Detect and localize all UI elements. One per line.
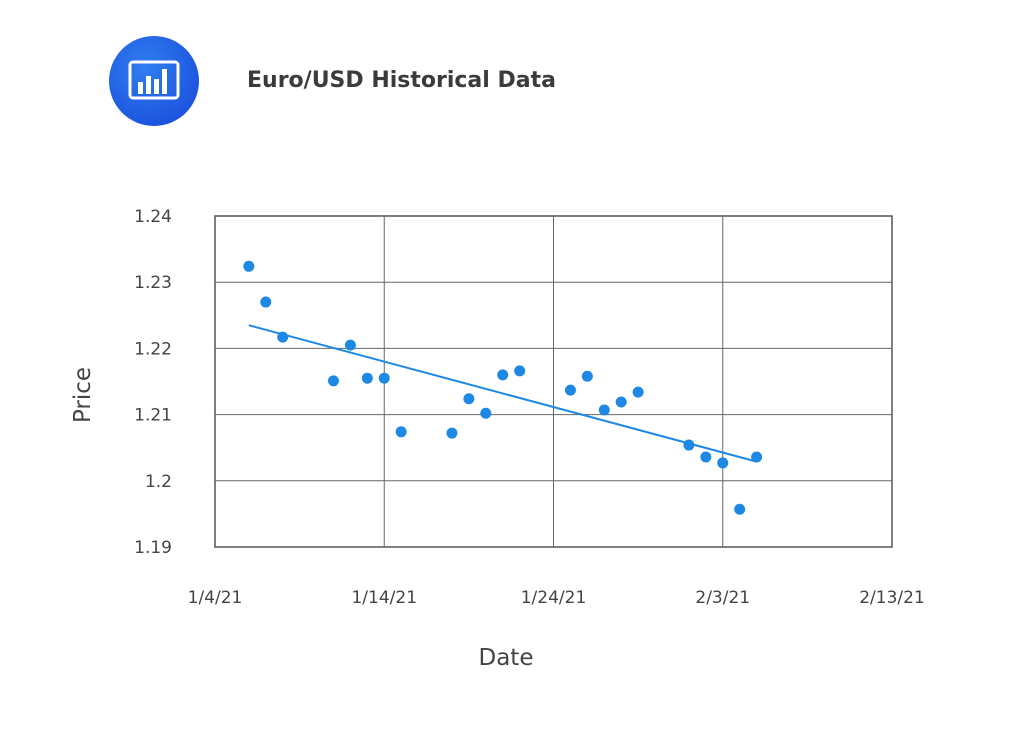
data-point [717, 457, 729, 469]
x-axis-label: Date [479, 645, 534, 671]
x-tick-label: 1/14/21 [351, 588, 417, 608]
bar-chart-glyph [128, 60, 180, 100]
x-tick-label: 1/24/21 [521, 588, 587, 608]
data-point [260, 296, 272, 308]
data-point [514, 365, 526, 377]
y-tick-label: 1.19 [134, 538, 172, 558]
data-point [378, 372, 390, 384]
bar-chart-icon [109, 36, 199, 126]
data-point [497, 369, 509, 381]
y-tick-label: 1.21 [134, 406, 172, 426]
data-point [344, 339, 356, 351]
data-point [243, 260, 255, 272]
data-point [327, 375, 339, 387]
data-point [463, 393, 475, 405]
chart-title: Euro/USD Historical Data [247, 68, 556, 93]
data-point [277, 331, 289, 343]
trendline [248, 324, 757, 463]
data-point [598, 404, 610, 416]
data-point [564, 384, 576, 396]
data-point [446, 427, 458, 439]
data-point [581, 370, 593, 382]
data-point [361, 372, 373, 384]
y-tick-label: 1.22 [134, 339, 172, 359]
data-point [632, 386, 644, 398]
x-tick-label: 2/3/21 [695, 588, 750, 608]
data-point [395, 426, 407, 438]
data-point [734, 503, 746, 515]
data-point [615, 396, 627, 408]
y-tick-label: 1.23 [134, 273, 172, 293]
data-point [700, 451, 712, 463]
y-tick-label: 1.24 [134, 207, 172, 227]
x-tick-label: 2/13/21 [859, 588, 925, 608]
x-tick-label: 1/4/21 [188, 588, 243, 608]
y-axis-label: Price [70, 367, 96, 423]
data-point [683, 439, 695, 451]
data-point [751, 451, 763, 463]
y-tick-label: 1.2 [145, 472, 172, 492]
data-point [480, 407, 492, 419]
